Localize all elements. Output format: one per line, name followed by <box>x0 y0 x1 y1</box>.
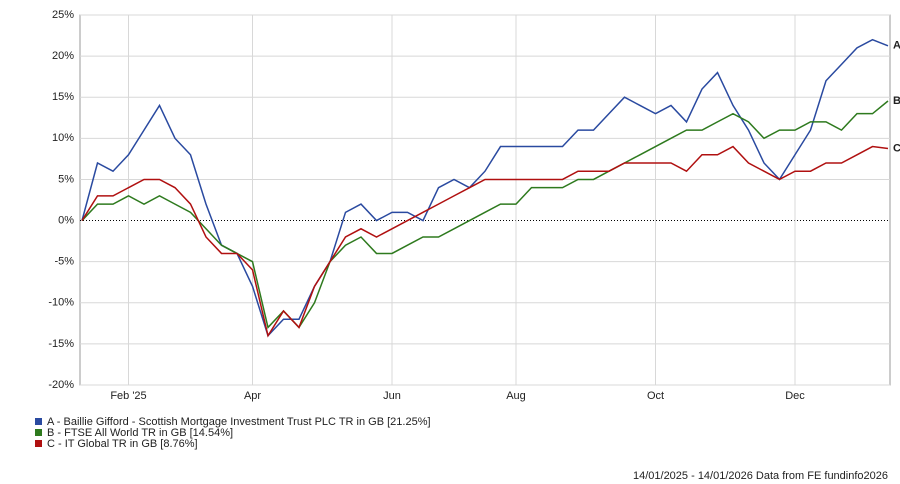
series-end-label: C <box>893 142 900 154</box>
legend-label: A - Baillie Gifford - Scottish Mortgage … <box>47 416 431 428</box>
footer: 14/01/2025 - 14/01/2026 Data from FE fun… <box>633 470 888 482</box>
x-tick-label: Feb '25 <box>110 390 146 402</box>
series-end-label: B <box>893 95 900 107</box>
legend-label: B - FTSE All World TR in GB [14.54%] <box>47 427 233 439</box>
legend-swatch <box>35 429 42 436</box>
x-tick-label: Dec <box>785 390 805 402</box>
y-tick-label: 10% <box>52 132 74 144</box>
y-tick-label: 20% <box>52 50 74 62</box>
y-tick-label: 25% <box>52 9 74 21</box>
x-tick-label: Apr <box>244 390 261 402</box>
y-tick-label: 0% <box>58 214 74 226</box>
y-tick-label: 15% <box>52 91 74 103</box>
plot-frame <box>79 14 891 386</box>
legend-swatch <box>35 440 42 447</box>
series-line <box>81 38 889 338</box>
y-tick-label: -15% <box>48 338 74 350</box>
x-tick-label: Aug <box>506 390 526 402</box>
y-tick-label: -20% <box>48 379 74 391</box>
legend-swatch <box>35 418 42 425</box>
x-tick-label: Jun <box>383 390 401 402</box>
x-tick-label: Oct <box>647 390 664 402</box>
y-tick-label: -10% <box>48 297 74 309</box>
legend-label: C - IT Global TR in GB [8.76%] <box>47 438 198 450</box>
series-end-label: A <box>893 40 900 52</box>
series-line <box>81 100 889 329</box>
y-tick-label: 5% <box>58 173 74 185</box>
y-tick-label: -5% <box>54 256 74 268</box>
series-line <box>81 145 889 338</box>
